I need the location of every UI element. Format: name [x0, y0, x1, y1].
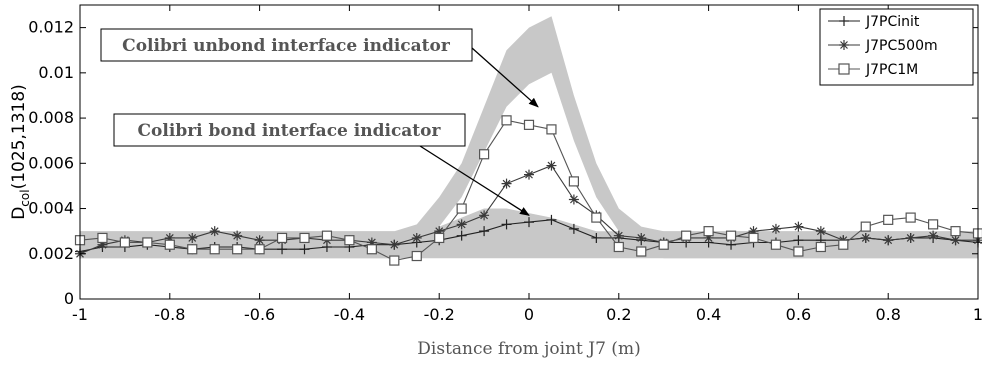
- point-J7PC1M-2: [120, 238, 129, 247]
- x-tick-label: -0.4: [334, 305, 365, 324]
- point-J7PC1M-23: [592, 213, 601, 222]
- annotation-unbond: Colibri unbond interface indicator: [101, 29, 538, 107]
- y-tick-label: 0.01: [38, 63, 74, 82]
- point-J7PC1M-33: [816, 242, 825, 251]
- point-J7PC1M-9: [278, 233, 287, 242]
- point-J7PC1M-5: [188, 245, 197, 254]
- x-tick-label: 1: [973, 305, 982, 324]
- point-J7PC1M-28: [704, 227, 713, 236]
- point-J7PC500m-31: [771, 224, 781, 234]
- point-J7PC1M-38: [929, 220, 938, 229]
- point-J7PC500m-8: [255, 235, 265, 245]
- annotation-bond-text: Colibri bond interface indicator: [138, 121, 442, 141]
- point-J7PC500m-33: [816, 226, 826, 236]
- point-J7PC1M-30: [749, 233, 758, 242]
- point-J7PC1M-37: [906, 213, 915, 222]
- x-tick-label: 0: [524, 305, 534, 324]
- point-J7PC1M-1: [98, 233, 107, 242]
- point-J7PC500m-32: [793, 222, 803, 232]
- x-axis-label: Distance from joint J7 (m): [417, 339, 640, 359]
- legend: J7PCinit J7PC500m J7PC1M: [820, 9, 973, 85]
- point-J7PC1M-10: [300, 233, 309, 242]
- point-J7PC500m-22: [569, 194, 579, 204]
- point-J7PC1M-22: [569, 177, 578, 186]
- point-J7PC500m-17: [457, 219, 467, 229]
- point-J7PC1M-7: [233, 245, 242, 254]
- point-J7PC500m-21: [546, 161, 556, 171]
- point-J7PC1M-13: [367, 245, 376, 254]
- point-J7PC500m-36: [883, 235, 893, 245]
- point-J7PC1M-4: [165, 240, 174, 249]
- point-J7PC500m-37: [906, 233, 916, 243]
- point-J7PC1M-3: [143, 238, 152, 247]
- point-J7PC1M-11: [322, 231, 331, 240]
- point-J7PC500m-18: [479, 210, 489, 220]
- y-tick-label: 0.006: [28, 153, 74, 172]
- x-tick-label: 0.2: [606, 305, 631, 324]
- y-tick-label: 0: [64, 289, 74, 308]
- point-J7PC1M-32: [794, 247, 803, 256]
- point-J7PC1M-34: [839, 240, 848, 249]
- point-J7PC1M-17: [457, 204, 466, 213]
- legend-marker-asterisk: [839, 40, 849, 50]
- y-axis-label-main: D: [9, 207, 29, 220]
- x-tick-label: 0.6: [786, 305, 811, 324]
- y-axis-label-sub: col: [18, 189, 32, 206]
- x-tick-label: -0.8: [154, 305, 185, 324]
- point-J7PC500m-35: [861, 233, 871, 243]
- legend-label-J7PCinit: J7PCinit: [865, 14, 920, 30]
- point-J7PC500m-19: [502, 179, 512, 189]
- x-tick-label: 0.8: [875, 305, 900, 324]
- y-axis-label-suffix: (1025,1318): [9, 84, 29, 189]
- annotation-unbond-text: Colibri unbond interface indicator: [122, 36, 451, 56]
- point-J7PC1M-39: [951, 227, 960, 236]
- point-J7PC500m-20: [524, 170, 534, 180]
- point-J7PC1M-25: [637, 247, 646, 256]
- point-J7PC1M-16: [435, 233, 444, 242]
- point-J7PC1M-19: [502, 116, 511, 125]
- y-axis-label: Dcol(1025,1318): [9, 84, 32, 220]
- point-J7PC500m-5: [187, 233, 197, 243]
- x-tick-label: -0.2: [424, 305, 455, 324]
- point-J7PC500m-14: [389, 240, 399, 250]
- point-J7PC1M-6: [210, 245, 219, 254]
- point-J7PC1M-14: [390, 256, 399, 265]
- y-tick-label: 0.008: [28, 108, 74, 127]
- point-J7PC1M-27: [682, 231, 691, 240]
- point-J7PC1M-12: [345, 236, 354, 245]
- point-J7PC500m-38: [928, 231, 938, 241]
- point-J7PC1M-35: [861, 222, 870, 231]
- point-J7PC500m-6: [210, 226, 220, 236]
- y-tick-label: 0.012: [28, 18, 74, 37]
- point-J7PC1M-31: [771, 240, 780, 249]
- point-J7PC1M-15: [412, 252, 421, 261]
- legend-label-J7PC1M: J7PC1M: [865, 62, 918, 78]
- x-tick-label: -1: [72, 305, 88, 324]
- y-tick-label: 0.004: [28, 199, 74, 218]
- point-J7PC1M-24: [614, 242, 623, 251]
- point-J7PC500m-7: [232, 231, 242, 241]
- point-J7PC1M-20: [525, 120, 534, 129]
- point-J7PC1M-26: [659, 240, 668, 249]
- point-J7PC500m-15: [412, 233, 422, 243]
- x-tick-label: -0.6: [244, 305, 275, 324]
- point-J7PC500m-25: [636, 233, 646, 243]
- point-J7PC1M-18: [480, 150, 489, 159]
- legend-label-J7PC500m: J7PC500m: [865, 38, 938, 54]
- y-tick-label: 0.002: [28, 244, 74, 263]
- point-J7PC500m-39: [951, 235, 961, 245]
- point-J7PC1M-36: [884, 215, 893, 224]
- point-J7PC1M-29: [727, 231, 736, 240]
- point-J7PC500m-24: [614, 231, 624, 241]
- legend-marker-square: [839, 64, 849, 74]
- point-J7PC1M-8: [255, 245, 264, 254]
- point-J7PC1M-21: [547, 125, 556, 134]
- x-tick-label: 0.4: [696, 305, 721, 324]
